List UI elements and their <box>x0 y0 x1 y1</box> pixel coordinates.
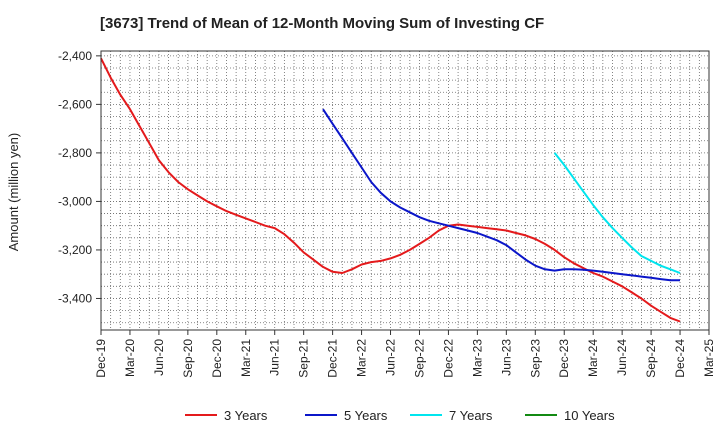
x-tick-label: Mar-23 <box>470 339 484 377</box>
legend-label-3-years: 3 Years <box>224 408 268 423</box>
y-axis: -2,400 -2,600 -2,800 -3,000 -3,200 -3,400 <box>58 49 101 305</box>
x-tick-label: Dec-24 <box>673 339 687 378</box>
x-tick-label: Mar-20 <box>123 339 137 377</box>
x-tick-label: Jun-22 <box>384 339 398 376</box>
x-tick-label: Dec-20 <box>210 339 224 378</box>
x-tick-label: Dec-22 <box>441 339 455 378</box>
y-axis-label: Amount (million yen) <box>6 133 21 252</box>
series-line-7-years <box>553 152 681 274</box>
x-tick-label: Jun-24 <box>615 339 629 376</box>
x-tick-label: Mar-25 <box>702 339 716 377</box>
series-line-5-years <box>322 108 680 282</box>
x-tick-label: Mar-24 <box>586 339 600 377</box>
x-tick-label: Sep-20 <box>181 339 195 378</box>
x-tick-label: Mar-21 <box>239 339 253 377</box>
x-tick-label: Sep-24 <box>644 339 658 378</box>
y-tick-label: -3,400 <box>58 291 92 305</box>
grid <box>101 51 709 330</box>
series-lines <box>100 57 681 323</box>
x-tick-label: Dec-19 <box>94 339 108 378</box>
x-tick-label: Sep-22 <box>412 339 426 378</box>
y-tick-label: -2,400 <box>58 49 92 63</box>
x-tick-label: Jun-23 <box>499 339 513 376</box>
chart-title: [3673] Trend of Mean of 12-Month Moving … <box>100 15 544 32</box>
y-tick-label: -2,800 <box>58 146 92 160</box>
series-line-3-years <box>100 57 681 323</box>
x-tick-label: Jun-20 <box>152 339 166 376</box>
y-tick-label: -3,000 <box>58 194 92 208</box>
legend-label-10-years: 10 Years <box>564 408 615 423</box>
legend-label-5-years: 5 Years <box>344 408 388 423</box>
x-tick-label: Mar-22 <box>355 339 369 377</box>
legend: 3 Years 5 Years 7 Years 10 Years <box>185 408 615 423</box>
plot-frame <box>100 50 710 331</box>
y-tick-label: -2,600 <box>58 97 92 111</box>
x-tick-label: Jun-21 <box>268 339 282 376</box>
x-tick-label: Dec-21 <box>326 339 340 378</box>
x-axis: Dec-19 Mar-20 Jun-20 Sep-20 Dec-20 Mar-21 Jun-… <box>94 330 716 378</box>
x-tick-label: Sep-23 <box>528 339 542 378</box>
y-tick-label: -3,200 <box>58 243 92 257</box>
x-tick-label: Dec-23 <box>557 339 571 378</box>
legend-label-7-years: 7 Years <box>449 408 493 423</box>
x-tick-label: Sep-21 <box>297 339 311 378</box>
